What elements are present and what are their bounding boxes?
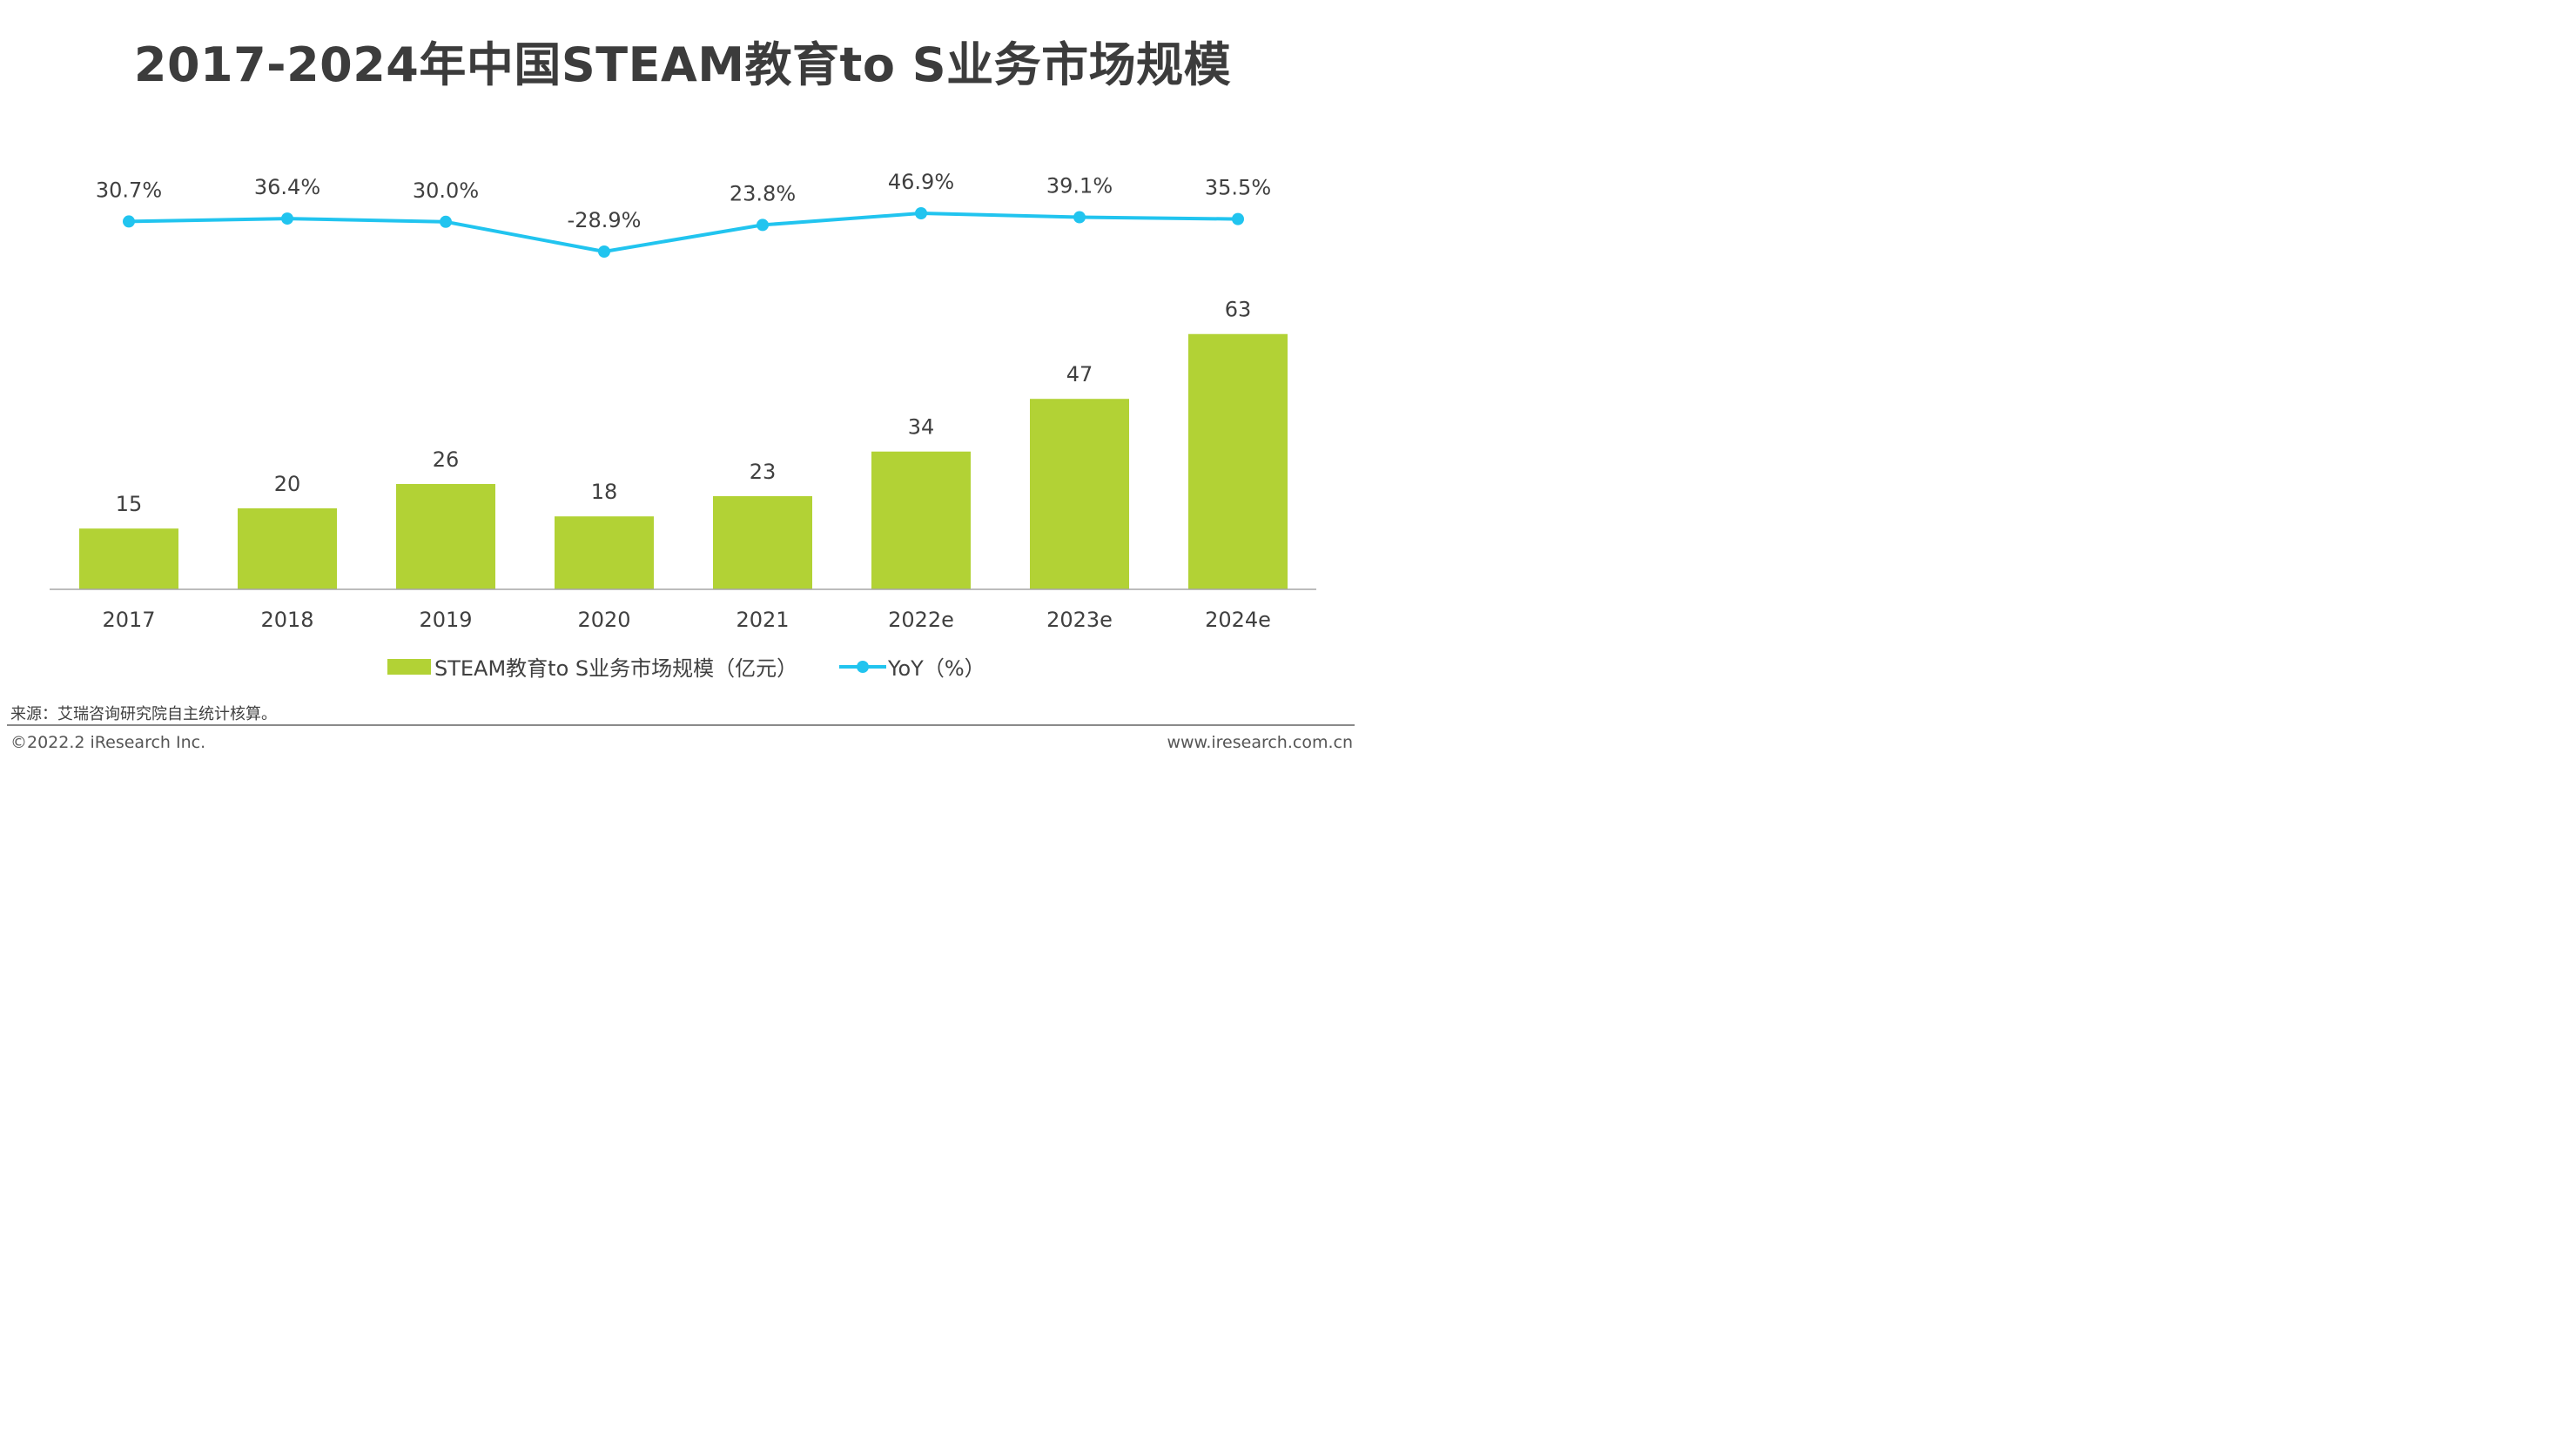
bar-2017 (79, 528, 178, 589)
website-link[interactable]: www.iresearch.com.cn (1167, 733, 1353, 752)
yoy-line (128, 212, 1239, 253)
bar-value-label-2023e: 47 (1066, 362, 1093, 387)
bar-value-label-2017: 15 (116, 492, 143, 516)
chart-legend: STEAM教育to S业务市场规模（亿元） YoY（%） (0, 651, 1365, 682)
bar-2020 (555, 516, 654, 589)
yoy-point-2019 (440, 215, 452, 228)
bar-value-label-2018: 20 (274, 472, 301, 496)
yoy-point-2020 (598, 245, 610, 258)
bar-2022e (871, 451, 971, 589)
footer-divider (7, 724, 1355, 726)
x-tick-label-2018: 2018 (260, 608, 313, 632)
bar-value-label-2021: 23 (750, 460, 777, 484)
bar-2024e (1188, 333, 1288, 589)
yoy-value-label-2017: 30.7% (96, 178, 162, 202)
bar-2021 (713, 495, 812, 589)
copyright-text: ©2022.2 iResearch Inc. (10, 733, 206, 752)
yoy-point-2023e (1073, 211, 1086, 224)
yoy-point-2018 (281, 212, 293, 225)
yoy-value-label-2023e: 39.1% (1046, 174, 1113, 198)
x-tick-label-2017: 2017 (102, 608, 155, 632)
x-tick-label-2019: 2019 (419, 608, 472, 632)
yoy-line-layer (123, 207, 1244, 258)
yoy-point-2024e (1232, 212, 1244, 225)
x-tick-label-2021: 2021 (736, 608, 789, 632)
legend-label-yoy: YoY（%） (888, 656, 985, 681)
x-tick-label-2023e: 2023e (1046, 608, 1113, 632)
x-tick-label-2020: 2020 (577, 608, 630, 632)
legend-item-yoy: YoY（%） (839, 651, 985, 682)
legend-line-swatch (839, 658, 886, 676)
bar-value-label-2019: 26 (433, 447, 460, 472)
legend-item-market-size: STEAM教育to S业务市场规模（亿元） (387, 651, 797, 682)
bar-2019 (396, 483, 495, 589)
yoy-value-label-2019: 30.0% (413, 178, 479, 203)
chart-canvas: 15 2017 20 2018 26 2019 18 2020 23 2021 34 2022e 47 2… (50, 170, 1316, 632)
yoy-value-label-2022e: 46.9% (888, 170, 954, 194)
labels-layer: 15 2017 20 2018 26 2019 18 2020 23 2021 34 2022e 47 2… (96, 170, 1271, 632)
bar-value-label-2024e: 63 (1225, 298, 1252, 322)
x-tick-label-2024e: 2024e (1205, 608, 1271, 632)
x-tick-label-2022e: 2022e (888, 608, 954, 632)
bar-2023e (1030, 399, 1129, 589)
yoy-value-label-2020: -28.9% (568, 208, 642, 232)
legend-bar-swatch (387, 658, 431, 675)
bar-value-label-2022e: 34 (908, 415, 935, 440)
chart-title: 2017-2024年中国STEAM教育to S业务市场规模 (133, 37, 1232, 92)
bar-value-label-2020: 18 (591, 480, 618, 504)
yoy-point-2021 (757, 218, 769, 232)
yoy-point-2022e (915, 207, 927, 219)
source-note: 来源：艾瑞咨询研究院自主统计核算。 (10, 705, 277, 723)
legend-label-market-size: STEAM教育to S业务市场规模（亿元） (434, 656, 798, 681)
bars-layer (79, 333, 1288, 589)
yoy-value-label-2024e: 35.5% (1205, 176, 1271, 200)
yoy-value-label-2018: 36.4% (254, 175, 320, 199)
yoy-value-label-2021: 23.8% (730, 181, 796, 205)
bar-2018 (238, 508, 337, 589)
yoy-point-2017 (123, 215, 135, 228)
